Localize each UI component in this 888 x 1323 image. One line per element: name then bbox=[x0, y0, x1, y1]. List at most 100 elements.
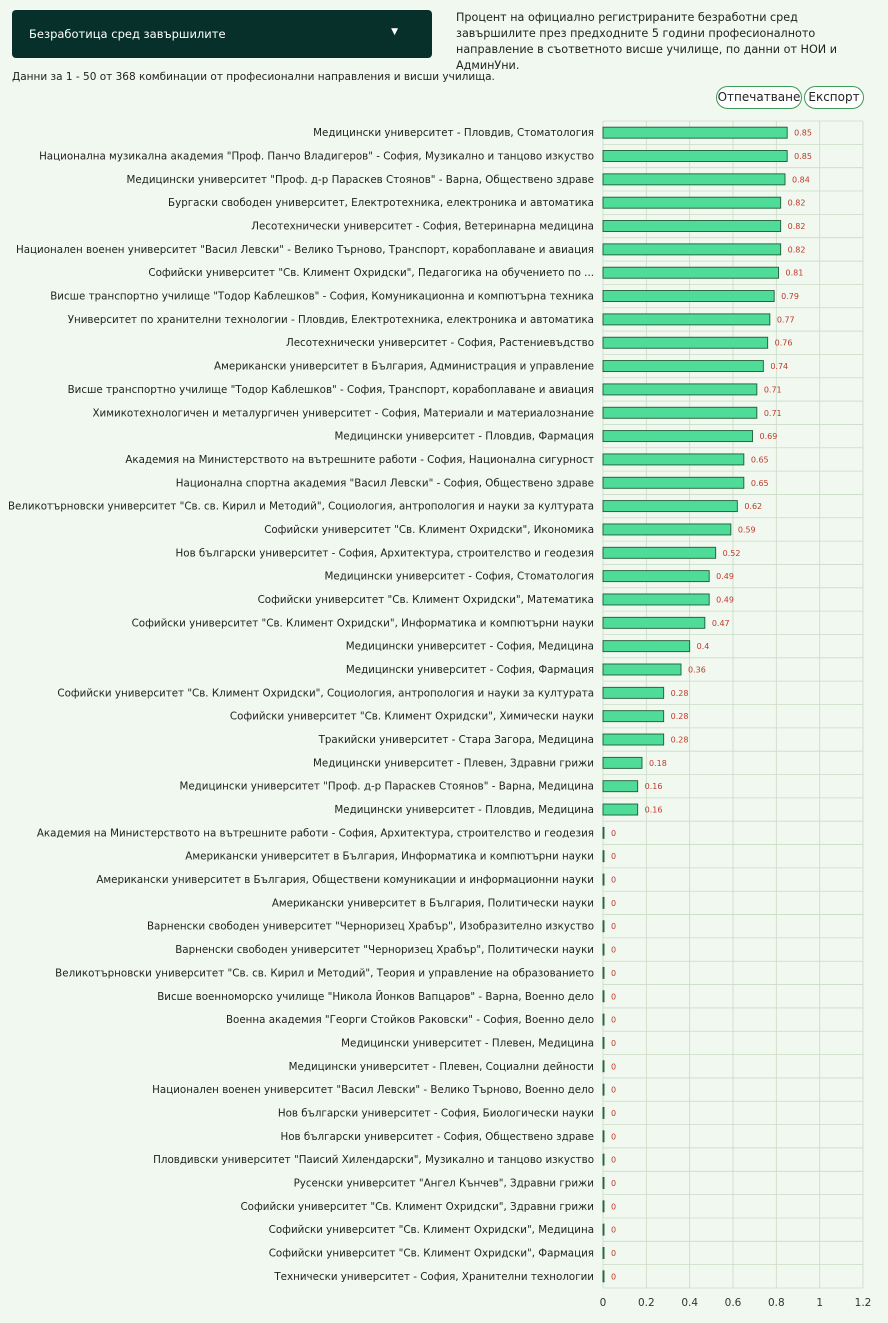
value-label: 0.36 bbox=[688, 665, 706, 674]
value-label: 0 bbox=[611, 1062, 616, 1071]
category-label: Софийски университет "Св. Климент Охридс… bbox=[148, 267, 594, 279]
bar bbox=[602, 430, 753, 443]
bar bbox=[602, 1013, 605, 1026]
bar bbox=[602, 313, 771, 326]
value-label: 0.71 bbox=[764, 385, 782, 394]
value-label: 0.74 bbox=[770, 362, 788, 371]
bar bbox=[602, 173, 786, 186]
category-label: Американски университет в България, Обще… bbox=[96, 874, 594, 886]
bar bbox=[602, 383, 758, 396]
value-label: 0.65 bbox=[751, 455, 769, 464]
value-label: 0.49 bbox=[716, 572, 734, 581]
bar bbox=[602, 243, 782, 256]
value-label: 0.47 bbox=[712, 619, 730, 628]
category-label: Софийски университет "Св. Климент Охридс… bbox=[264, 524, 594, 536]
bar bbox=[602, 593, 710, 606]
value-label: 0 bbox=[611, 852, 616, 861]
category-label: Софийски университет "Св. Климент Охридс… bbox=[269, 1247, 594, 1259]
category-label: Софийски университет "Св. Климент Охридс… bbox=[132, 617, 594, 629]
value-label: 0.82 bbox=[788, 199, 806, 208]
value-label: 0.76 bbox=[775, 339, 793, 348]
category-label: Американски университет в България, Адми… bbox=[214, 361, 594, 373]
value-label: 0.18 bbox=[649, 759, 667, 768]
category-label: Висше военноморско училище "Никола Йонко… bbox=[157, 990, 594, 1003]
category-label: Медицински университет - Пловдив, Стомат… bbox=[313, 127, 594, 139]
value-label: 0 bbox=[611, 1249, 616, 1258]
category-label: Нов български университет - София, Биоло… bbox=[278, 1107, 594, 1119]
category-label: Софийски университет "Св. Климент Охридс… bbox=[269, 1224, 594, 1236]
indicator-dropdown[interactable]: Безработица сред завършилите ▼ bbox=[12, 10, 432, 58]
value-label: 0.4 bbox=[697, 642, 710, 651]
x-tick-label: 0 bbox=[600, 1297, 607, 1309]
export-button[interactable]: Експорт bbox=[804, 86, 864, 109]
value-label: 0.69 bbox=[760, 432, 778, 441]
category-label: Военна академия "Георги Стойков Раковски… bbox=[226, 1014, 594, 1026]
bar bbox=[602, 266, 779, 279]
value-label: 0.28 bbox=[671, 689, 689, 698]
category-label: Национален военен университет "Васил Лев… bbox=[152, 1084, 594, 1096]
category-label: Американски университет в България, Поли… bbox=[272, 897, 594, 909]
category-label: Нов български университет - София, Общес… bbox=[280, 1131, 594, 1143]
category-label: Великотърновски университет "Св. св. Кир… bbox=[8, 501, 594, 513]
bar bbox=[602, 500, 738, 513]
bar bbox=[602, 1270, 605, 1283]
value-label: 0 bbox=[611, 922, 616, 931]
category-label: Нов български университет - София, Архит… bbox=[176, 547, 594, 559]
value-label: 0.28 bbox=[671, 736, 689, 745]
category-label: Софийски университет "Св. Климент Охридс… bbox=[240, 1201, 594, 1213]
x-tick-label: 0.2 bbox=[638, 1297, 655, 1309]
bar bbox=[602, 990, 605, 1003]
category-label: Медицински университет "Проф. д-р Параск… bbox=[179, 781, 594, 793]
category-label: Медицински университет - Пловдив, Медици… bbox=[334, 804, 594, 816]
value-label: 0.81 bbox=[786, 269, 804, 278]
category-label: Национална музикална академия "Проф. Пан… bbox=[39, 151, 594, 163]
category-label: Национален военен университет "Васил Лев… bbox=[16, 244, 594, 256]
bar bbox=[602, 126, 788, 139]
category-label: Академия на Министерството на вътрешните… bbox=[37, 827, 594, 839]
indicator-dropdown-label: Безработица сред завършилите bbox=[29, 27, 226, 41]
bar bbox=[602, 1060, 605, 1073]
value-label: 0 bbox=[611, 829, 616, 838]
category-label: Великотърновски университет "Св. св. Кир… bbox=[55, 967, 594, 979]
chevron-down-icon: ▼ bbox=[391, 27, 398, 37]
category-label: Медицински университет "Проф. д-р Параск… bbox=[127, 174, 594, 186]
category-label: Софийски университет "Св. Климент Охридс… bbox=[258, 594, 594, 606]
value-label: 0.59 bbox=[738, 525, 756, 534]
x-tick-label: 0.4 bbox=[681, 1297, 698, 1309]
bar bbox=[602, 1130, 605, 1143]
category-label: Национална спортна академия "Васил Левск… bbox=[176, 477, 594, 489]
bar bbox=[602, 336, 769, 349]
category-label: Академия на Министерството на вътрешните… bbox=[125, 454, 594, 466]
bar bbox=[602, 686, 665, 699]
bar bbox=[602, 733, 665, 746]
value-label: 0 bbox=[611, 946, 616, 955]
bar bbox=[602, 290, 775, 302]
category-label: Медицински университет - Плевен, Социалн… bbox=[289, 1061, 594, 1073]
bar bbox=[602, 920, 605, 933]
category-label: Медицински университет - Плевен, Здравни… bbox=[313, 757, 594, 769]
category-label: Медицински университет - Плевен, Медицин… bbox=[341, 1037, 594, 1049]
bar bbox=[602, 826, 605, 839]
print-button[interactable]: Отпечатване bbox=[716, 86, 802, 109]
x-tick-label: 1 bbox=[816, 1297, 823, 1309]
category-label: Химикотехнологичен и металургичен универ… bbox=[92, 407, 594, 419]
value-label: 0 bbox=[611, 1109, 616, 1118]
value-label: 0.28 bbox=[671, 712, 689, 721]
category-label: Софийски университет "Св. Климент Охридс… bbox=[230, 711, 594, 723]
value-label: 0.85 bbox=[794, 152, 812, 161]
bar bbox=[602, 1223, 605, 1236]
bar bbox=[602, 523, 732, 536]
bar bbox=[602, 196, 782, 209]
value-label: 0 bbox=[611, 899, 616, 908]
bar bbox=[602, 896, 605, 909]
value-label: 0 bbox=[611, 992, 616, 1001]
bar bbox=[602, 1036, 605, 1049]
value-label: 0.71 bbox=[764, 409, 782, 418]
value-label: 0.82 bbox=[788, 245, 806, 254]
bar bbox=[602, 1177, 605, 1189]
bar bbox=[602, 150, 788, 162]
bar bbox=[602, 570, 710, 583]
bar bbox=[602, 640, 691, 653]
value-label: 0.16 bbox=[645, 782, 663, 791]
value-label: 0 bbox=[611, 1039, 616, 1048]
